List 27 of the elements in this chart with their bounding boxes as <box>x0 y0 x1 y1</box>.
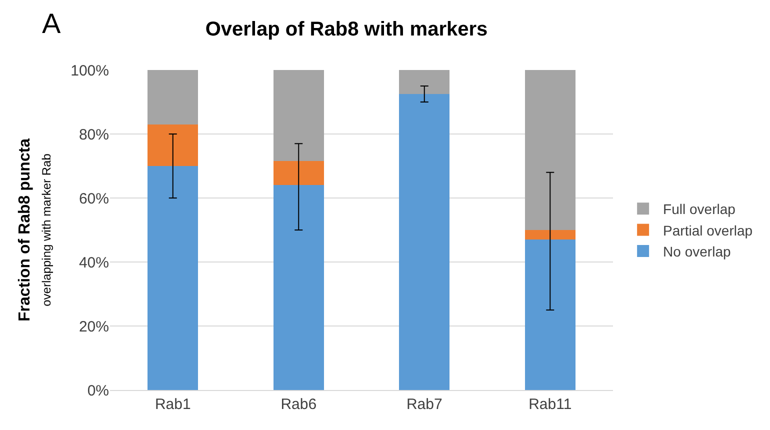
legend-label: Full overlap <box>663 201 736 218</box>
x-tick-label: Rab11 <box>528 396 572 413</box>
y-tick-label: 60% <box>78 190 109 208</box>
bar <box>273 70 324 162</box>
y-tick-label: 40% <box>78 254 109 272</box>
bar <box>524 70 576 230</box>
bar <box>148 166 198 390</box>
legend-label: Partial overlap <box>663 222 753 238</box>
y-tick-label: 20% <box>78 318 109 336</box>
text: A <box>42 8 61 39</box>
y-tick-label: 100% <box>70 62 109 80</box>
bar <box>399 94 450 390</box>
x-tick-label: Rab7 <box>406 396 442 413</box>
bar <box>524 230 576 240</box>
chart-title: Overlap of Rab8 with markers <box>205 18 488 40</box>
x-tick-label: Rab6 <box>280 396 317 413</box>
bar <box>148 70 198 124</box>
bar <box>524 240 576 390</box>
x-tick-label: Rab1 <box>154 396 191 413</box>
y-tick-label: 80% <box>78 126 109 144</box>
y-tick-label: 0% <box>87 382 109 400</box>
bar <box>399 70 450 94</box>
bar <box>273 161 324 186</box>
bar <box>148 124 198 166</box>
legend-label: No overlap <box>663 243 731 260</box>
y-axis-title: Fraction of Rab8 puncta overlapping with marker Rab <box>16 138 54 322</box>
bar <box>273 185 324 390</box>
